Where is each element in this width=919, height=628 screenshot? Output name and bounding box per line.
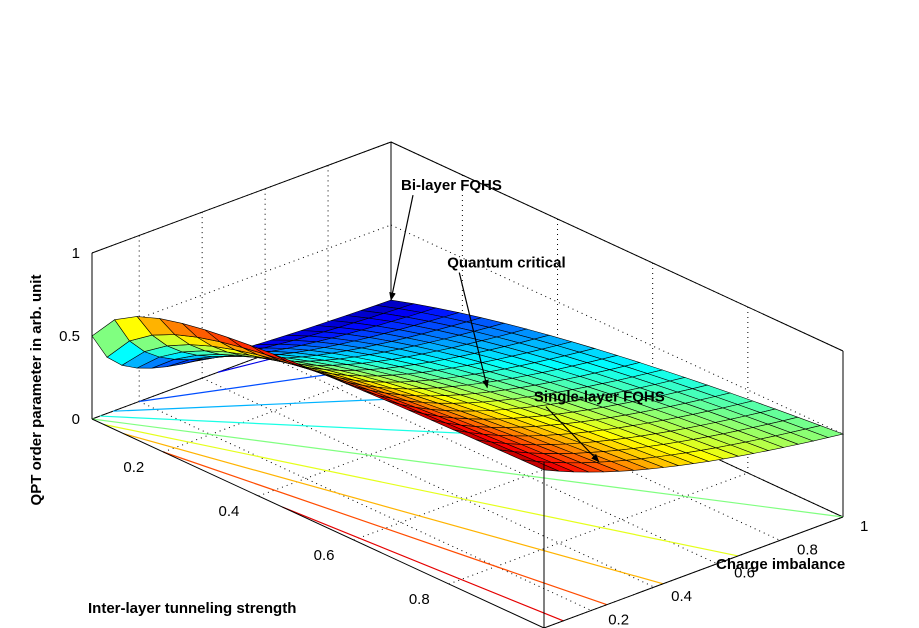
grid-line bbox=[91, 141, 392, 254]
x-tick-label: 0.8 bbox=[409, 591, 430, 608]
y-tick-label: 0.6 bbox=[734, 565, 755, 582]
y-tick-label: 1 bbox=[860, 518, 868, 535]
grid-line bbox=[448, 472, 749, 585]
z-tick-label: 0 bbox=[72, 411, 80, 428]
annotation-label: Quantum critical bbox=[447, 255, 565, 272]
y-axis-label: Charge imbalance bbox=[716, 556, 845, 573]
y-tick-labels: 0.2 0.4 0.6 0.8 1 bbox=[608, 518, 868, 628]
x-tick-label: 0.4 bbox=[219, 503, 240, 520]
surface-mesh bbox=[91, 299, 845, 473]
x-tick-label: 0.2 bbox=[123, 459, 144, 476]
x-axis-label: Inter-layer tunneling strength bbox=[88, 600, 296, 617]
grid-line bbox=[91, 224, 392, 337]
contour-line bbox=[123, 433, 664, 585]
front-box-edges bbox=[91, 418, 844, 628]
annotation-arrow bbox=[389, 194, 414, 301]
contour-line bbox=[91, 418, 844, 518]
y-tick-label: 0.8 bbox=[797, 541, 818, 558]
annotations: Bi-layer FQHS Quantum critical Single-laye… bbox=[389, 177, 665, 463]
annotation-arrow bbox=[545, 406, 600, 463]
z-tick-labels: 00.51 bbox=[59, 245, 80, 428]
front-box-edge bbox=[543, 516, 844, 628]
x-tick-labels: 0.20.40.60.81 bbox=[123, 459, 430, 608]
front-box-edge bbox=[91, 418, 545, 628]
annotation-label: Single-layer FQHS bbox=[534, 389, 665, 406]
surface-cell bbox=[521, 459, 560, 472]
back-box-edge bbox=[91, 141, 392, 254]
z-tick-label: 0.5 bbox=[59, 328, 80, 345]
contour-line bbox=[163, 451, 608, 606]
annotation-label: Bi-layer FQHS bbox=[401, 177, 502, 194]
back-box-edge bbox=[390, 141, 844, 352]
annotation-arrow bbox=[458, 272, 489, 389]
x-tick-label: 0.6 bbox=[314, 547, 335, 564]
z-tick-label: 1 bbox=[72, 245, 80, 262]
contour-line bbox=[282, 506, 564, 622]
y-tick-label: 0.2 bbox=[608, 611, 629, 628]
z-axis-label: QPT order parameter in arb. unit bbox=[28, 275, 45, 506]
y-tick-label: 0.4 bbox=[671, 588, 692, 605]
contour-line bbox=[103, 423, 739, 557]
